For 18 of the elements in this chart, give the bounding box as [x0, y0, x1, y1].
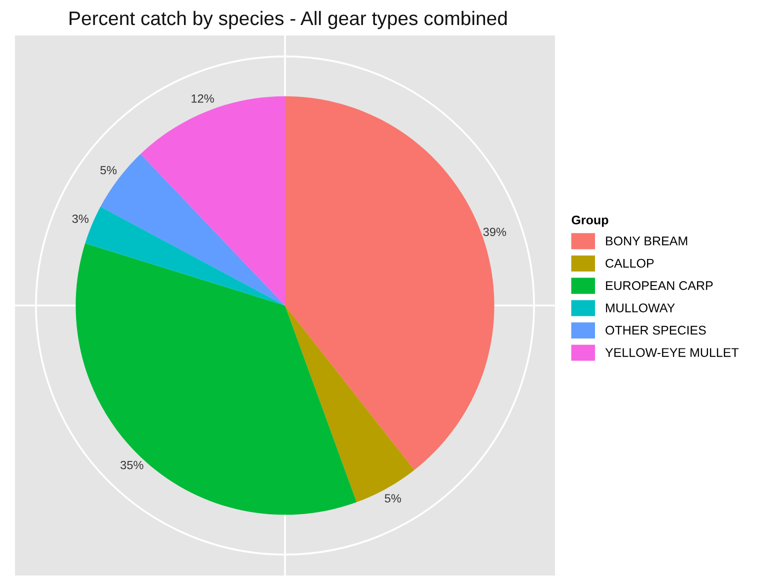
pie-slice — [76, 243, 357, 515]
legend-label: CALLOP — [606, 258, 654, 268]
data-label: 12% — [192, 94, 214, 103]
data-label: 3% — [72, 214, 88, 223]
legend-label: BONY BREAM — [606, 236, 688, 246]
legend-label: EUROPEAN CARP — [606, 281, 713, 290]
data-label: 5% — [384, 494, 401, 503]
data-label: 39% — [483, 228, 506, 236]
legend-label: MULLOWAY — [606, 303, 675, 312]
legend-title: Group — [572, 216, 608, 227]
data-label: 35% — [120, 460, 144, 470]
pie-slice — [100, 154, 285, 306]
pie-slice — [140, 96, 285, 306]
legend-label: YELLOW-EYE MULLET — [605, 348, 739, 357]
legend-label: OTHER SPECIES — [606, 326, 706, 335]
pie-slice — [285, 306, 414, 502]
chart-title: Percent catch by species - All gear types combined — [70, 10, 507, 30]
data-label: 5% — [100, 166, 117, 174]
